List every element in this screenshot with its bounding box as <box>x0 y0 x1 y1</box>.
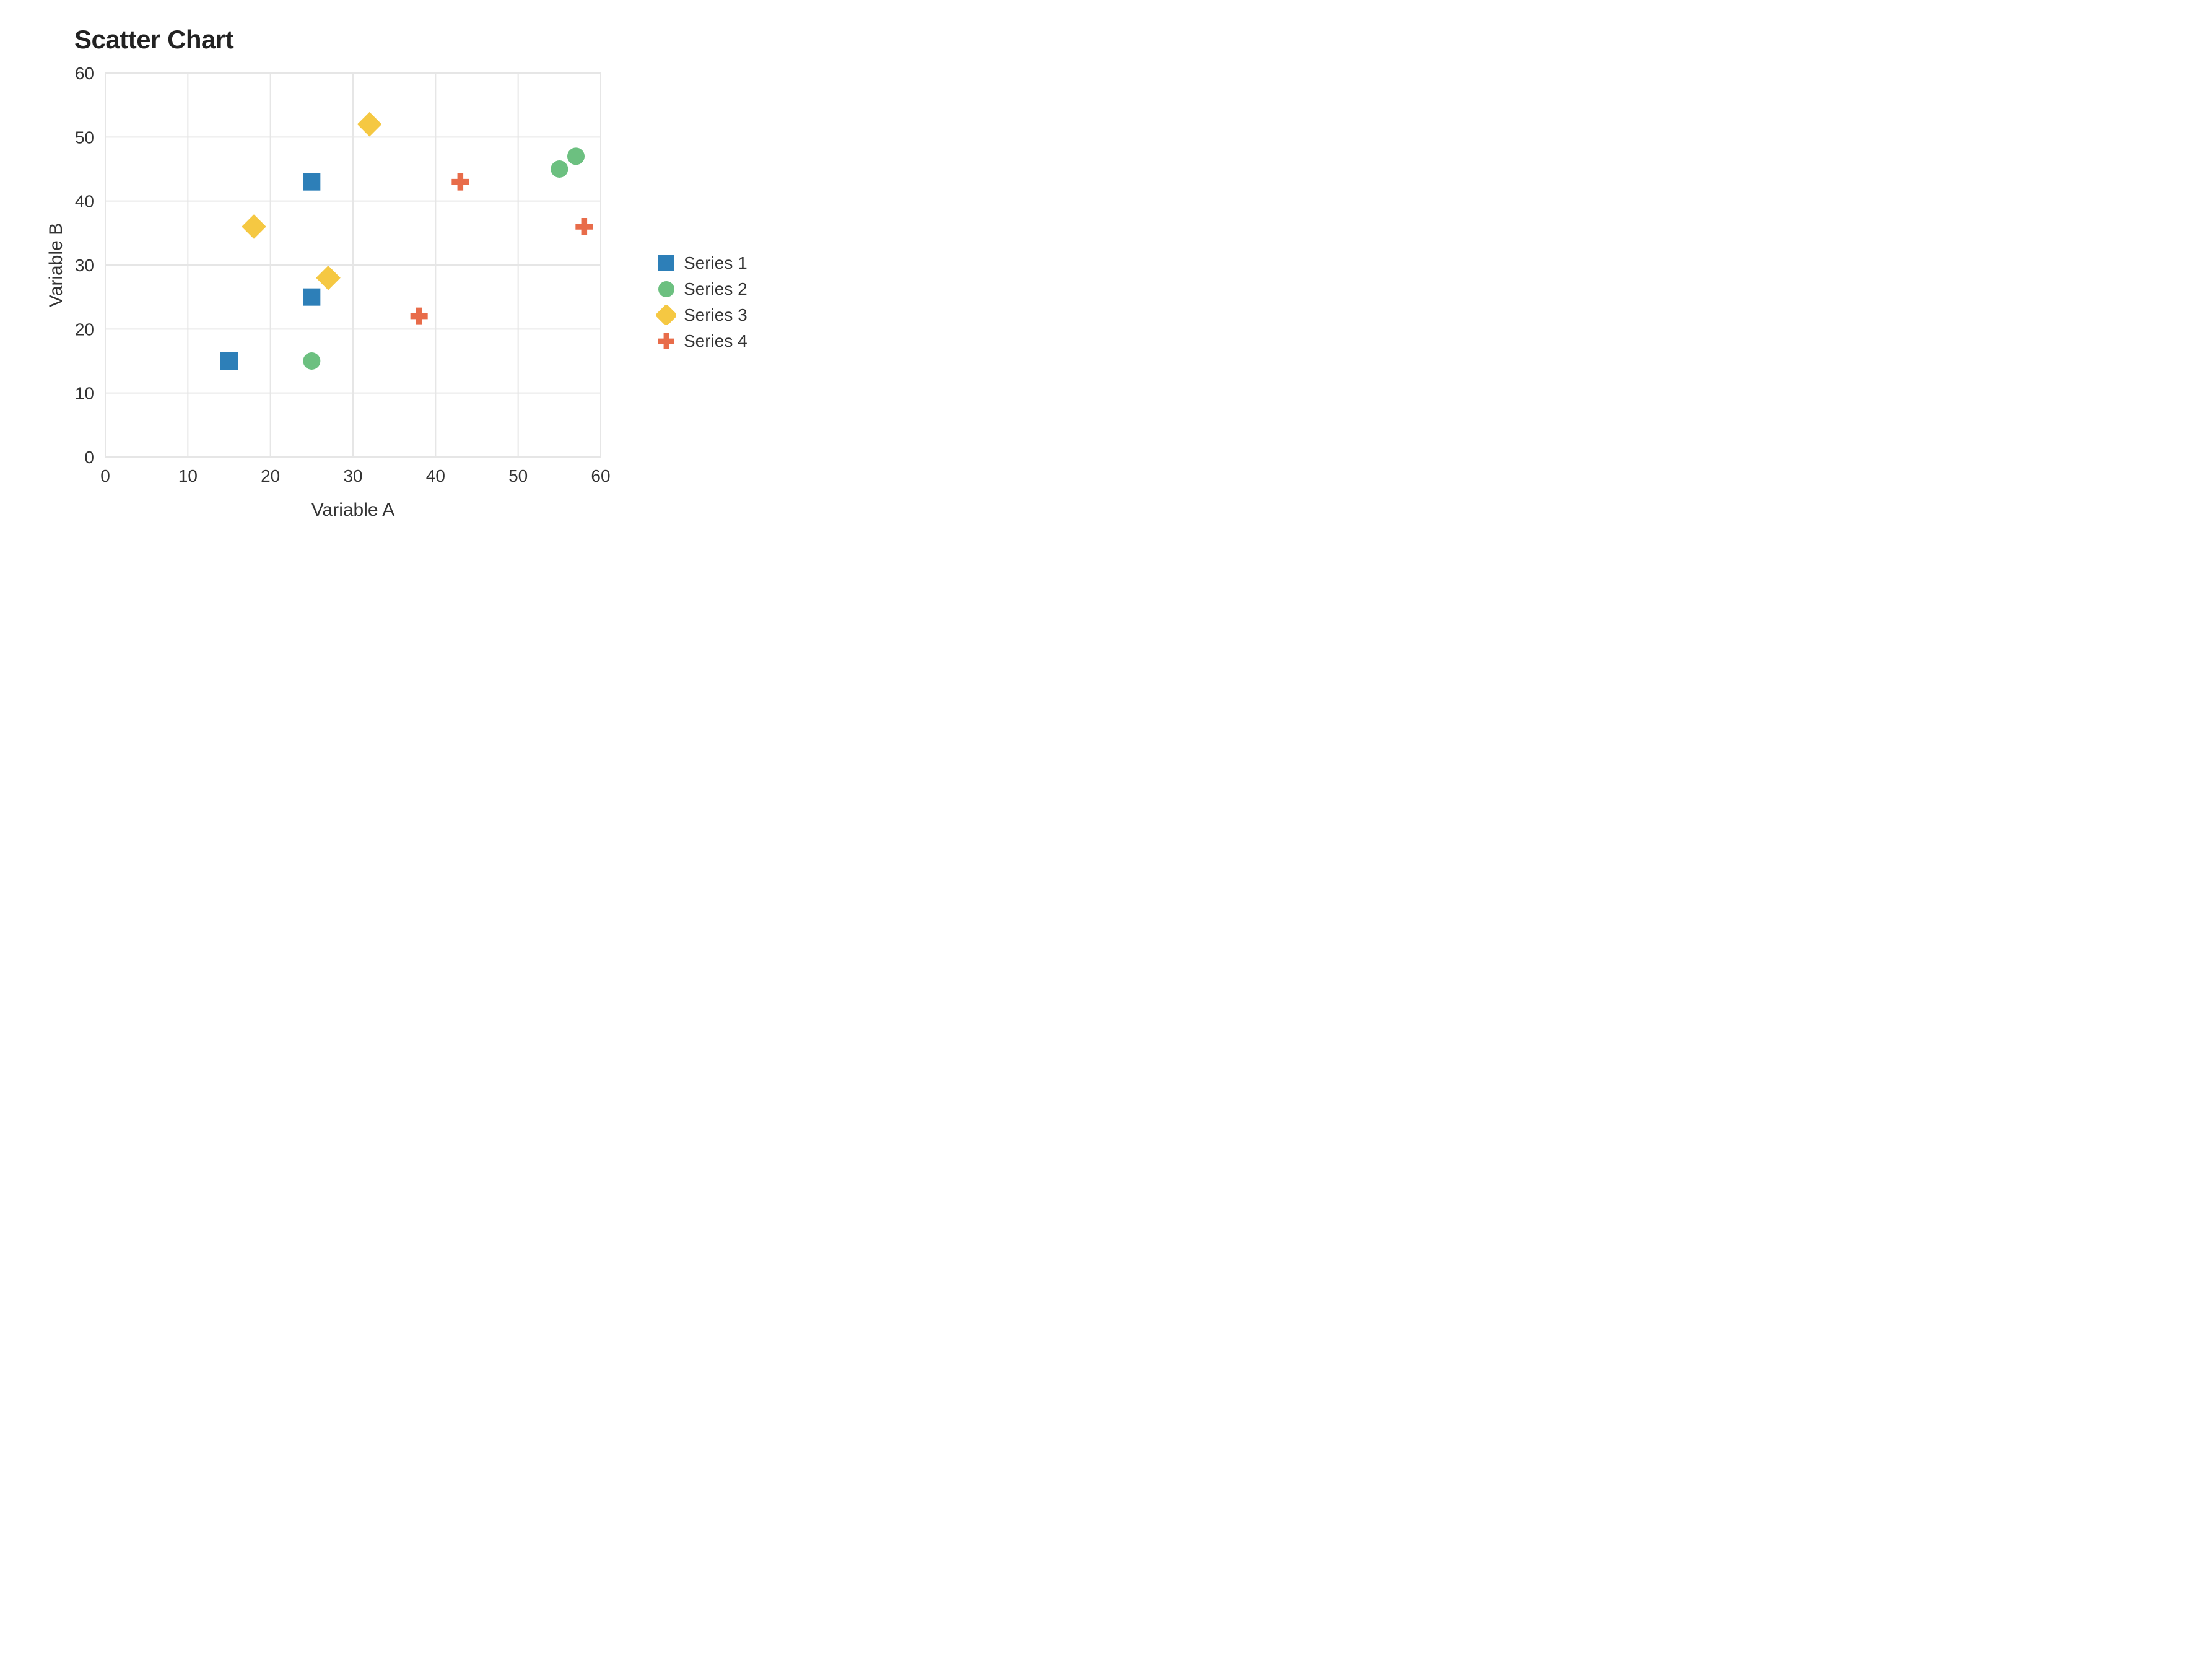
svg-text:Variable A: Variable A <box>311 500 395 520</box>
svg-text:20: 20 <box>75 320 94 339</box>
svg-text:20: 20 <box>261 466 280 485</box>
svg-text:50: 50 <box>75 128 94 147</box>
svg-text:30: 30 <box>75 256 94 275</box>
svg-text:Variable B: Variable B <box>46 223 66 307</box>
svg-text:50: 50 <box>508 466 528 485</box>
chart-legend: Series 1 Series 2 Series 3 Series 4 <box>656 247 747 357</box>
svg-text:10: 10 <box>75 384 94 403</box>
legend-label: Series 1 <box>684 253 747 273</box>
legend-marker-series-1-icon <box>656 253 676 273</box>
legend-item: Series 3 <box>656 305 747 325</box>
svg-text:40: 40 <box>75 192 94 211</box>
legend-marker-series-2-icon <box>656 279 676 299</box>
svg-text:10: 10 <box>178 466 198 485</box>
svg-text:0: 0 <box>100 466 110 485</box>
legend-item: Series 1 <box>656 253 747 273</box>
legend-item: Series 2 <box>656 279 747 299</box>
legend-label: Series 4 <box>684 331 747 351</box>
svg-text:60: 60 <box>75 64 94 83</box>
svg-text:30: 30 <box>343 466 362 485</box>
legend-marker-series-3-icon <box>656 305 676 325</box>
legend-label: Series 2 <box>684 279 747 299</box>
chart-title: Scatter Chart <box>74 25 2154 54</box>
scatter-chart: 0 10 20 30 40 50 60 0 10 20 30 40 50 60 Variable A Vari… <box>37 61 632 544</box>
legend-marker-series-4-icon <box>656 331 676 351</box>
svg-text:60: 60 <box>591 466 610 485</box>
svg-text:0: 0 <box>84 448 94 467</box>
legend-item: Series 4 <box>656 331 747 351</box>
svg-text:40: 40 <box>426 466 445 485</box>
legend-label: Series 3 <box>684 305 747 325</box>
